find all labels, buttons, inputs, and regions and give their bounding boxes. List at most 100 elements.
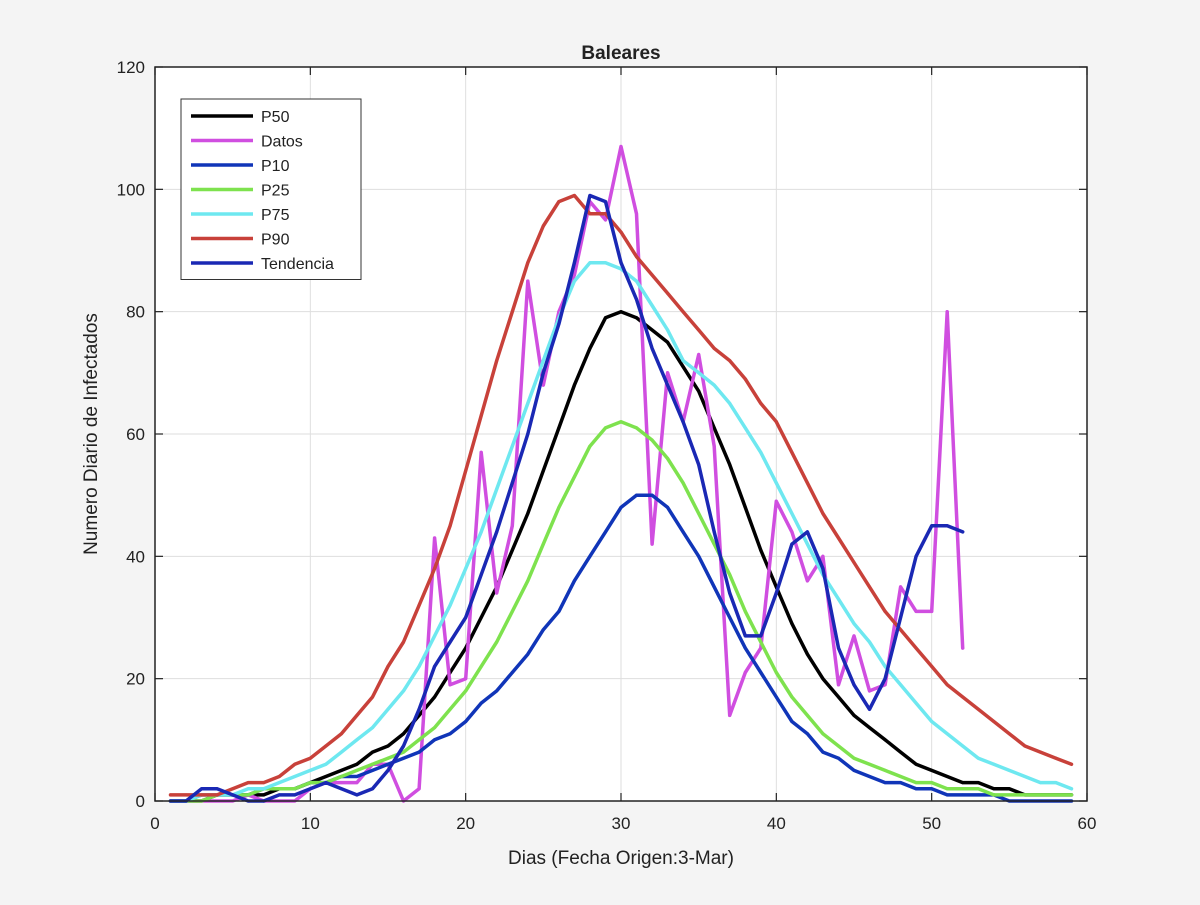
data-point-p75 xyxy=(790,512,794,516)
data-point-p75 xyxy=(541,359,545,363)
data-point-tendencia xyxy=(402,744,406,748)
data-point-p90 xyxy=(355,713,359,717)
data-point-p25 xyxy=(557,505,561,509)
data-point-p50 xyxy=(976,781,980,785)
y-tick-label: 100 xyxy=(117,180,145,199)
y-tick-label: 20 xyxy=(126,670,145,689)
data-point-p10 xyxy=(635,493,639,497)
data-point-p90 xyxy=(728,359,732,363)
data-point-p25 xyxy=(464,689,468,693)
data-point-datos xyxy=(805,579,809,583)
data-point-datos xyxy=(464,677,468,681)
data-point-p90 xyxy=(433,567,437,571)
legend-label: P50 xyxy=(261,109,290,126)
data-point-p50 xyxy=(852,713,856,717)
data-point-tendencia xyxy=(836,646,840,650)
data-point-tendencia xyxy=(930,524,934,528)
data-point-p50 xyxy=(961,781,965,785)
data-point-p90 xyxy=(805,481,809,485)
data-point-tendencia xyxy=(759,634,763,638)
data-point-p50 xyxy=(635,316,639,320)
data-point-tendencia xyxy=(339,787,343,791)
data-point-p25 xyxy=(821,732,825,736)
data-point-p25 xyxy=(479,664,483,668)
data-point-p90 xyxy=(246,781,250,785)
data-point-p75 xyxy=(495,487,499,491)
data-point-datos xyxy=(821,554,825,558)
data-point-p90 xyxy=(479,414,483,418)
data-point-p25 xyxy=(666,456,670,460)
data-point-tendencia xyxy=(277,793,281,797)
data-point-p10 xyxy=(526,652,530,656)
data-point-tendencia xyxy=(557,322,561,326)
data-point-p75 xyxy=(370,726,374,730)
data-point-p10 xyxy=(355,775,359,779)
data-point-p10 xyxy=(914,787,918,791)
data-point-p90 xyxy=(262,781,266,785)
data-point-p90 xyxy=(914,646,918,650)
data-point-p25 xyxy=(603,426,607,430)
data-point-tendencia xyxy=(464,616,468,619)
x-axis-label: Dias (Fecha Origen:3-Mar) xyxy=(508,848,734,869)
data-point-tendencia xyxy=(635,297,639,301)
legend-item-p90: P90 xyxy=(191,232,290,249)
data-point-p10 xyxy=(790,719,794,723)
data-point-p50 xyxy=(339,768,343,772)
data-point-tendencia xyxy=(355,793,359,797)
data-point-p10 xyxy=(448,732,452,736)
data-point-p75 xyxy=(976,756,980,760)
data-point-p10 xyxy=(852,768,856,772)
data-point-p50 xyxy=(541,469,545,473)
data-point-p90 xyxy=(945,683,949,687)
data-point-datos xyxy=(526,279,530,283)
data-point-p75 xyxy=(1054,781,1058,785)
data-point-p10 xyxy=(370,768,374,772)
data-point-p75 xyxy=(697,371,701,375)
data-point-p25 xyxy=(1023,793,1027,797)
data-point-p50 xyxy=(728,463,732,467)
data-point-p75 xyxy=(743,426,747,430)
data-point-p25 xyxy=(930,781,934,785)
legend-item-datos: Datos xyxy=(191,134,303,151)
y-tick-label: 40 xyxy=(126,547,145,566)
data-point-p90 xyxy=(557,200,561,204)
data-point-p75 xyxy=(1038,781,1042,785)
data-point-p25 xyxy=(293,787,297,791)
data-point-p25 xyxy=(1069,793,1073,797)
data-point-p10 xyxy=(743,646,747,650)
data-point-tendencia xyxy=(308,787,312,791)
data-point-tendencia xyxy=(899,616,903,619)
data-point-datos xyxy=(619,145,623,149)
data-point-p10 xyxy=(976,793,980,797)
data-point-p90 xyxy=(277,775,281,779)
data-point-tendencia xyxy=(200,787,204,791)
data-point-p75 xyxy=(666,328,670,332)
data-point-p75 xyxy=(945,732,949,736)
data-point-p75 xyxy=(992,762,996,766)
data-point-p50 xyxy=(868,726,872,730)
data-point-tendencia xyxy=(231,793,235,797)
data-point-p75 xyxy=(339,750,343,754)
data-point-datos xyxy=(930,609,934,613)
data-point-p25 xyxy=(899,775,903,779)
data-point-tendencia xyxy=(666,383,670,387)
data-point-p10 xyxy=(603,530,607,534)
data-point-p75 xyxy=(417,664,421,668)
data-point-datos xyxy=(712,444,716,448)
data-point-p10 xyxy=(728,616,732,619)
data-point-p25 xyxy=(370,762,374,766)
data-point-p90 xyxy=(1069,762,1073,766)
data-point-p90 xyxy=(992,719,996,723)
data-point-p50 xyxy=(836,695,840,699)
data-point-p75 xyxy=(324,762,328,766)
data-point-p10 xyxy=(510,671,514,675)
data-point-tendencia xyxy=(370,787,374,791)
data-point-p50 xyxy=(1007,787,1011,791)
data-point-p75 xyxy=(603,261,607,265)
data-point-p75 xyxy=(914,701,918,705)
series-p90 xyxy=(168,193,1074,797)
data-point-tendencia xyxy=(821,567,825,571)
data-point-p10 xyxy=(386,762,390,766)
legend-label: P90 xyxy=(261,232,290,249)
data-point-p50 xyxy=(914,762,918,766)
